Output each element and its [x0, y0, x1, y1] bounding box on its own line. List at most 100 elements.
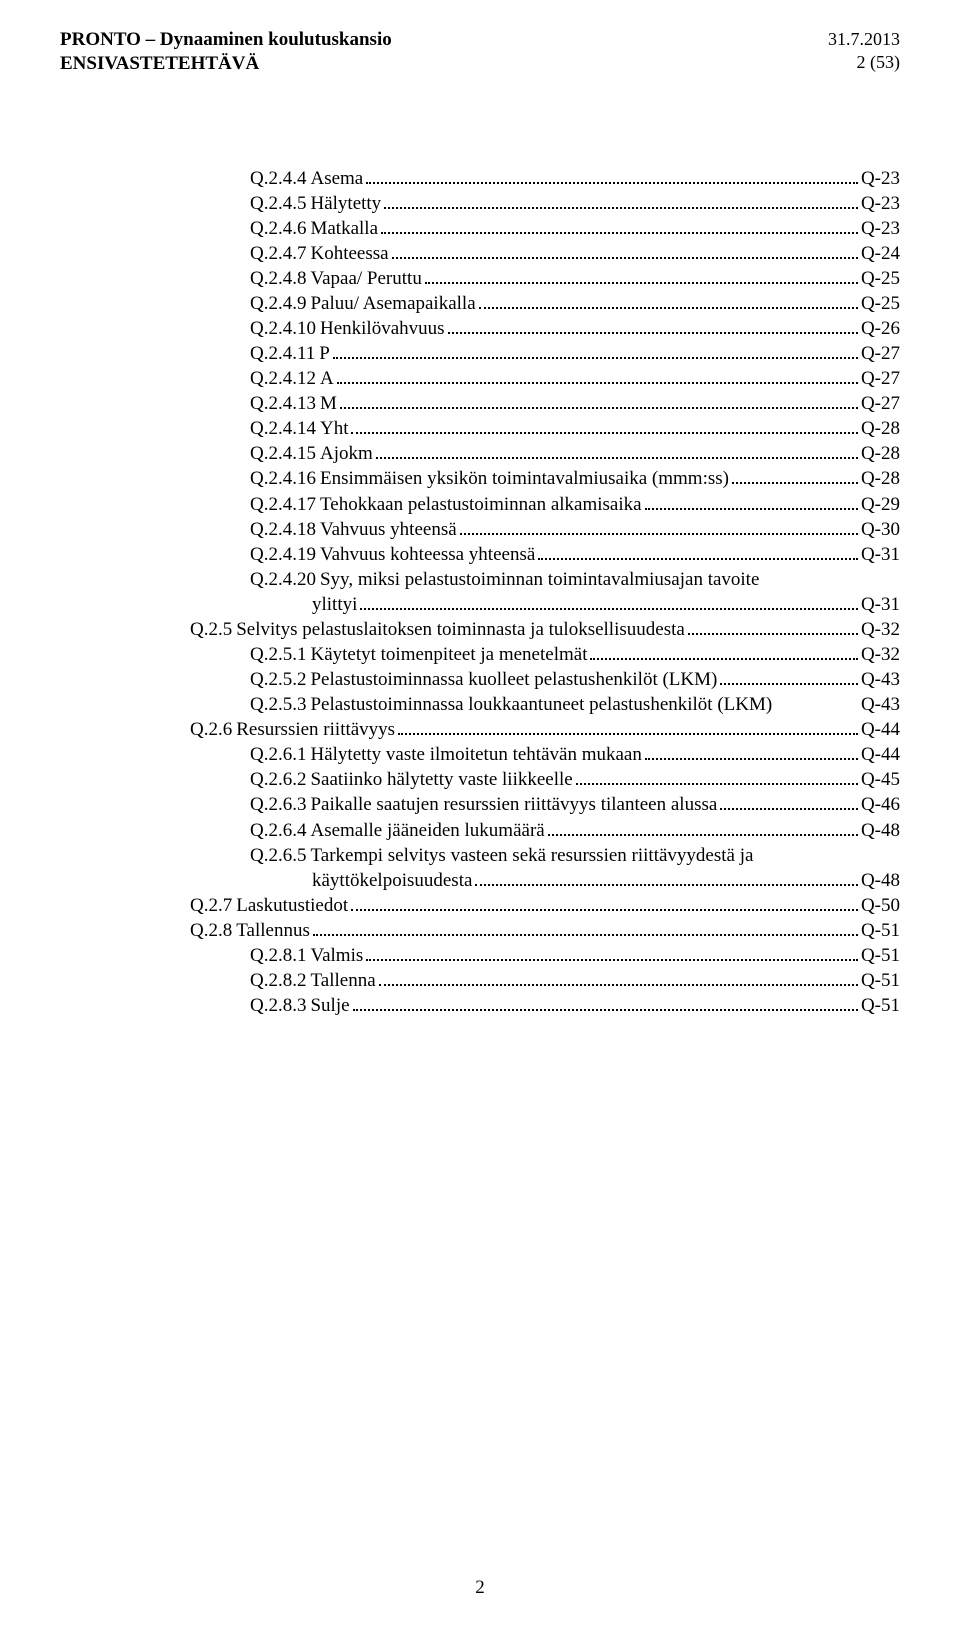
page: PRONTO – Dynaaminen koulutuskansio ENSIV…: [0, 0, 960, 1629]
toc-page: Q-44: [861, 717, 900, 742]
toc-leader-dots: [337, 370, 858, 384]
toc-number: Q.2.4.4: [250, 166, 306, 191]
toc-leader-dots: [460, 520, 858, 534]
toc-leader-dots: [548, 821, 858, 835]
toc-page: Q-51: [861, 943, 900, 968]
toc-entry: Q.2.5.3 Pelastustoiminnassa loukkaantune…: [130, 692, 900, 717]
toc-title: Selvitys pelastuslaitoksen toiminnasta j…: [232, 617, 685, 642]
toc-page: Q-23: [861, 166, 900, 191]
toc-title: Sulje: [306, 993, 349, 1018]
toc-number: Q.2.4.17: [250, 492, 316, 517]
header-date: 31.7.2013: [828, 28, 900, 51]
toc-entry: Q.2.7 LaskutustiedotQ-50: [130, 893, 900, 918]
toc-page: Q-28: [861, 416, 900, 441]
toc-entry: Q.2.4.7 KohteessaQ-24: [130, 241, 900, 266]
toc-title: Vapaa/ Peruttu: [306, 266, 421, 291]
toc-entry: Q.2.4.19 Vahvuus kohteessa yhteensä Q-31: [130, 542, 900, 567]
header-title-line2: ENSIVASTETEHTÄVÄ: [60, 52, 392, 76]
toc-entry: Q.2.8 TallennusQ-51: [130, 918, 900, 943]
toc-title: Resurssien riittävyys: [232, 717, 395, 742]
toc-leader-dots: [351, 420, 857, 434]
toc-title: Ajokm: [316, 441, 373, 466]
toc-page: Q-31: [861, 592, 900, 617]
toc-page: Q-30: [861, 517, 900, 542]
toc-leader-dots: [381, 219, 858, 233]
toc-entry-wrap: käyttökelpoisuudestaQ-48: [130, 868, 900, 893]
toc-page: Q-48: [861, 818, 900, 843]
toc-title: Henkilövahvuus: [316, 316, 445, 341]
toc-page: Q-27: [861, 366, 900, 391]
toc-title: Ensimmäisen yksikön toimintavalmiusaika …: [316, 466, 729, 491]
toc-page: Q-24: [861, 241, 900, 266]
toc-page: Q-43: [861, 667, 900, 692]
toc-title: Pelastustoiminnassa loukkaantuneet pelas…: [306, 692, 772, 717]
toc-number: Q.2.6.3: [250, 792, 306, 817]
toc-entry: Q.2.4.10 Henkilövahvuus Q-26: [130, 316, 900, 341]
page-header: PRONTO – Dynaaminen koulutuskansio ENSIV…: [60, 28, 900, 76]
toc-leader-dots: [376, 445, 858, 459]
toc-number: Q.2.5.3: [250, 692, 306, 717]
toc-entry: Q.2.4.5 HälytettyQ-23: [130, 191, 900, 216]
toc-number: Q.2.6.1: [250, 742, 306, 767]
toc-leader-dots: [448, 320, 858, 334]
toc-leader-dots: [645, 495, 858, 509]
toc-number: Q.2.4.10: [250, 316, 316, 341]
toc-number: Q.2.8.3: [250, 993, 306, 1018]
toc-page: Q-31: [861, 542, 900, 567]
toc-leader-dots: [360, 595, 858, 609]
toc-leader-dots: [720, 671, 858, 685]
toc-entry: Q.2.4.20 Syy, miksi pelastustoiminnan to…: [130, 567, 900, 592]
toc-number: Q.2.7: [190, 893, 232, 918]
toc-title: Paikalle saatujen resurssien riittävyys …: [306, 792, 717, 817]
toc-title: Syy, miksi pelastustoiminnan toimintaval…: [316, 567, 759, 592]
toc-entry: Q.2.4.15 Ajokm Q-28: [130, 441, 900, 466]
toc-page: Q-28: [861, 466, 900, 491]
header-title-line1: PRONTO – Dynaaminen koulutuskansio: [60, 28, 392, 52]
toc-entry: Q.2.5 Selvitys pelastuslaitoksen toiminn…: [130, 617, 900, 642]
toc-number: Q.2.4.18: [250, 517, 316, 542]
toc-title: Hälytetty vaste ilmoitetun tehtävän muka…: [306, 742, 641, 767]
toc-entry: Q.2.4.18 Vahvuus yhteensäQ-30: [130, 517, 900, 542]
toc-entry: Q.2.4.14 Yht Q-28: [130, 416, 900, 441]
toc-entry: Q.2.6.4 Asemalle jääneiden lukumääräQ-48: [130, 818, 900, 843]
toc-leader-dots: [384, 194, 858, 208]
toc-page: Q-44: [861, 742, 900, 767]
toc-page: Q-26: [861, 316, 900, 341]
toc-number: Q.2.4.14: [250, 416, 316, 441]
toc-title: Paluu/ Asemapaikalla: [306, 291, 475, 316]
toc-title: Vahvuus kohteessa yhteensä: [316, 542, 535, 567]
toc-entry: Q.2.6 Resurssien riittävyys Q-44: [130, 717, 900, 742]
toc-number: Q.2.6: [190, 717, 232, 742]
toc-title: Laskutustiedot: [232, 893, 348, 918]
toc-title: A: [316, 366, 334, 391]
toc-leader-dots: [538, 545, 858, 559]
toc-title: Yht: [316, 416, 349, 441]
toc-title: Pelastustoiminnassa kuolleet pelastushen…: [306, 667, 717, 692]
toc-number: Q.2.4.12: [250, 366, 316, 391]
toc-leader-dots: [353, 997, 858, 1011]
toc-entry: Q.2.6.3 Paikalle saatujen resurssien rii…: [130, 792, 900, 817]
toc-entry: Q.2.4.9 Paluu/ AsemapaikallaQ-25: [130, 291, 900, 316]
toc-page: Q-25: [861, 266, 900, 291]
toc-title: ylittyi: [308, 592, 357, 617]
toc-title: Tarkempi selvitys vasteen sekä resurssie…: [306, 843, 753, 868]
toc-leader-dots: [732, 470, 858, 484]
toc-leader-dots: [333, 345, 858, 359]
toc-number: Q.2.4.15: [250, 441, 316, 466]
toc-number: Q.2.8: [190, 918, 232, 943]
toc-leader-dots: [645, 746, 858, 760]
toc-page: Q-48: [861, 868, 900, 893]
toc-leader-dots: [313, 922, 858, 936]
toc-page: Q-32: [861, 617, 900, 642]
footer-page-number: 2: [0, 1577, 960, 1599]
toc-entry: Q.2.8.1 ValmisQ-51: [130, 943, 900, 968]
toc-entry: Q.2.5.1 Käytetyt toimenpiteet ja menetel…: [130, 642, 900, 667]
toc-number: Q.2.4.19: [250, 542, 316, 567]
toc-page: Q-28: [861, 441, 900, 466]
toc-leader-dots: [366, 169, 858, 183]
toc-entry: Q.2.6.5 Tarkempi selvitys vasteen sekä r…: [130, 843, 900, 868]
toc-entry: Q.2.6.1 Hälytetty vaste ilmoitetun tehtä…: [130, 742, 900, 767]
toc-number: Q.2.4.8: [250, 266, 306, 291]
toc-number: Q.2.5: [190, 617, 232, 642]
toc-number: Q.2.4.16: [250, 466, 316, 491]
